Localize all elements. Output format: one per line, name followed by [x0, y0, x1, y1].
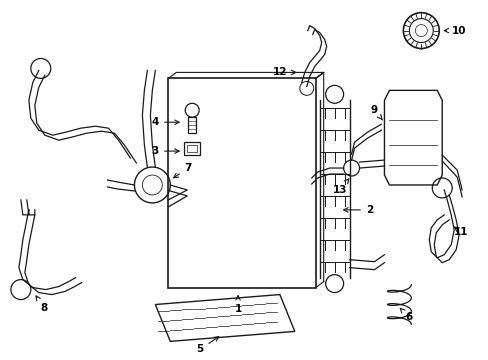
Text: 10: 10	[444, 26, 466, 36]
Bar	[168, 78, 315, 288]
Bar	[188, 117, 196, 133]
Text: 3: 3	[151, 146, 179, 156]
Bar	[187, 145, 197, 152]
Bar	[184, 142, 200, 155]
Text: 1: 1	[234, 296, 241, 315]
Text: 4: 4	[151, 117, 179, 127]
Text: 13: 13	[332, 179, 348, 195]
Text: 5: 5	[196, 337, 218, 354]
Text: 8: 8	[36, 296, 47, 312]
Text: 12: 12	[272, 67, 295, 77]
Text: 11: 11	[453, 227, 468, 237]
Text: 6: 6	[400, 309, 412, 323]
Text: 9: 9	[370, 105, 382, 120]
Text: 7: 7	[173, 163, 191, 178]
Text: 2: 2	[343, 205, 372, 215]
